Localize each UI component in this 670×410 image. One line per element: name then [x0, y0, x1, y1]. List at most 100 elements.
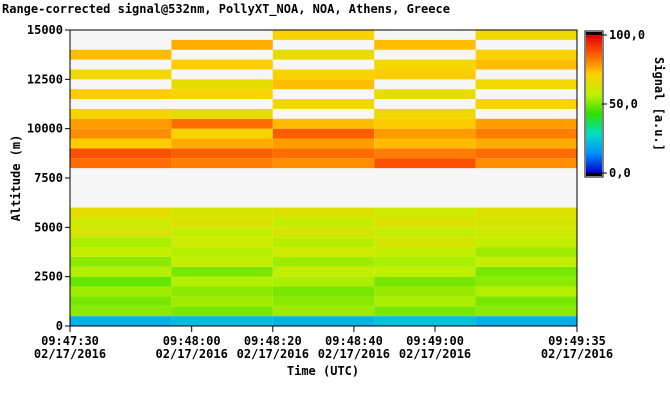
heatmap-cell [70, 217, 172, 228]
heatmap-cell [70, 128, 172, 139]
heatmap-cell [70, 256, 172, 267]
heatmap-cell [475, 59, 577, 70]
heatmap-cell [475, 256, 577, 267]
heatmap-cell [475, 237, 577, 248]
x-axis-label: Time (UTC) [287, 364, 359, 378]
heatmap-cell [374, 306, 476, 317]
heatmap-cell [374, 296, 476, 307]
heatmap-cell [171, 59, 273, 70]
heatmap-cell [475, 138, 577, 149]
heatmap-cell [374, 227, 476, 238]
heatmap-cell [272, 237, 375, 248]
heatmap-cell [272, 69, 375, 80]
heatmap-cell [272, 207, 375, 218]
colorbar-segment [586, 110, 602, 114]
heatmap-cell [374, 207, 476, 218]
x-tick-label: 09:48:00 [163, 334, 221, 348]
colorbar-segment [586, 126, 602, 130]
colorbar-tick-label: 0,0 [609, 166, 631, 180]
heatmap-cell [70, 118, 172, 129]
heatmap-cell [475, 276, 577, 287]
heatmap-cell [70, 138, 172, 149]
heatmap-cell [374, 108, 476, 119]
heatmap-cell [171, 286, 273, 297]
heatmap-cell [374, 217, 476, 228]
colorbar-segment [586, 162, 602, 166]
colorbar-segment [586, 86, 602, 90]
heatmap-cell [171, 118, 273, 129]
colorbar-segment [586, 64, 602, 68]
heatmap-cell [171, 158, 273, 169]
heatmap-cell [70, 89, 172, 100]
x-tick-date: 02/17/2016 [156, 347, 228, 361]
heatmap-cell [374, 59, 476, 70]
heatmap-cell [272, 118, 375, 129]
heatmap-cell [374, 89, 476, 100]
colorbar-segment [586, 56, 602, 60]
colorbar-segment [586, 114, 602, 118]
colorbar-cap [586, 173, 602, 176]
colorbar-segment [586, 124, 602, 128]
heatmap-cell [272, 247, 375, 257]
colorbar-segment [586, 50, 602, 54]
heatmap-cell [374, 266, 476, 277]
heatmap-cell [272, 30, 375, 40]
heatmap-cell [70, 276, 172, 287]
heatmap-cell [272, 276, 375, 287]
colorbar-segment [586, 132, 602, 136]
heatmap-cell [374, 138, 476, 149]
y-tick-label: 12500 [27, 72, 63, 86]
heatmap-cell [70, 286, 172, 297]
colorbar-segment [586, 96, 602, 100]
y-tick-label: 5000 [34, 220, 63, 234]
colorbar-segment [586, 100, 602, 104]
x-tick-date: 02/17/2016 [399, 347, 471, 361]
heatmap-cell [171, 89, 273, 100]
colorbar-segment [586, 94, 602, 98]
heatmap-cell [475, 296, 577, 307]
heatmap-cell [70, 148, 172, 159]
colorbar-segment [586, 120, 602, 124]
heatmap-cell [272, 316, 375, 326]
colorbar-segment [586, 116, 602, 120]
heatmap-cell [374, 256, 476, 267]
heatmap-cell [171, 306, 273, 317]
heatmap-cell [475, 316, 577, 326]
colorbar-segment [586, 54, 602, 58]
heatmap-cell [171, 266, 273, 277]
y-tick-label: 10000 [27, 122, 63, 136]
colorbar-segment [586, 82, 602, 86]
heatmap-cell [171, 237, 273, 248]
heatmap-cell [374, 237, 476, 248]
colorbar-segment [586, 158, 602, 162]
heatmap-cell [171, 256, 273, 267]
heatmap-cell [374, 247, 476, 257]
heatmap-cell [272, 128, 375, 139]
colorbar-segment [586, 36, 602, 40]
heatmap-cell [70, 207, 172, 218]
heatmap-cell [70, 266, 172, 277]
y-tick-label: 15000 [27, 23, 63, 37]
heatmap-cell [70, 227, 172, 238]
heatmap-cell [475, 266, 577, 277]
colorbar-segment [586, 92, 602, 96]
colorbar-segment [586, 122, 602, 126]
colorbar-segment [586, 148, 602, 152]
heatmap-cell [70, 306, 172, 317]
heatmap-cell [70, 158, 172, 169]
colorbar-segment [586, 138, 602, 142]
colorbar-segment [586, 130, 602, 134]
heatmap-cell [171, 247, 273, 257]
colorbar-segment [586, 112, 602, 116]
heatmap-cell [272, 256, 375, 267]
heatmap-cell [272, 286, 375, 297]
colorbar-segment [586, 38, 602, 42]
colorbar-segment [586, 98, 602, 102]
heatmap-cell [475, 79, 577, 90]
colorbar-segment [586, 70, 602, 74]
chart-title: Range-corrected signal@532nm, PollyXT_NO… [2, 2, 450, 17]
heatmap-cell [171, 276, 273, 287]
colorbar-segment [586, 46, 602, 50]
colorbar-segment [586, 128, 602, 132]
